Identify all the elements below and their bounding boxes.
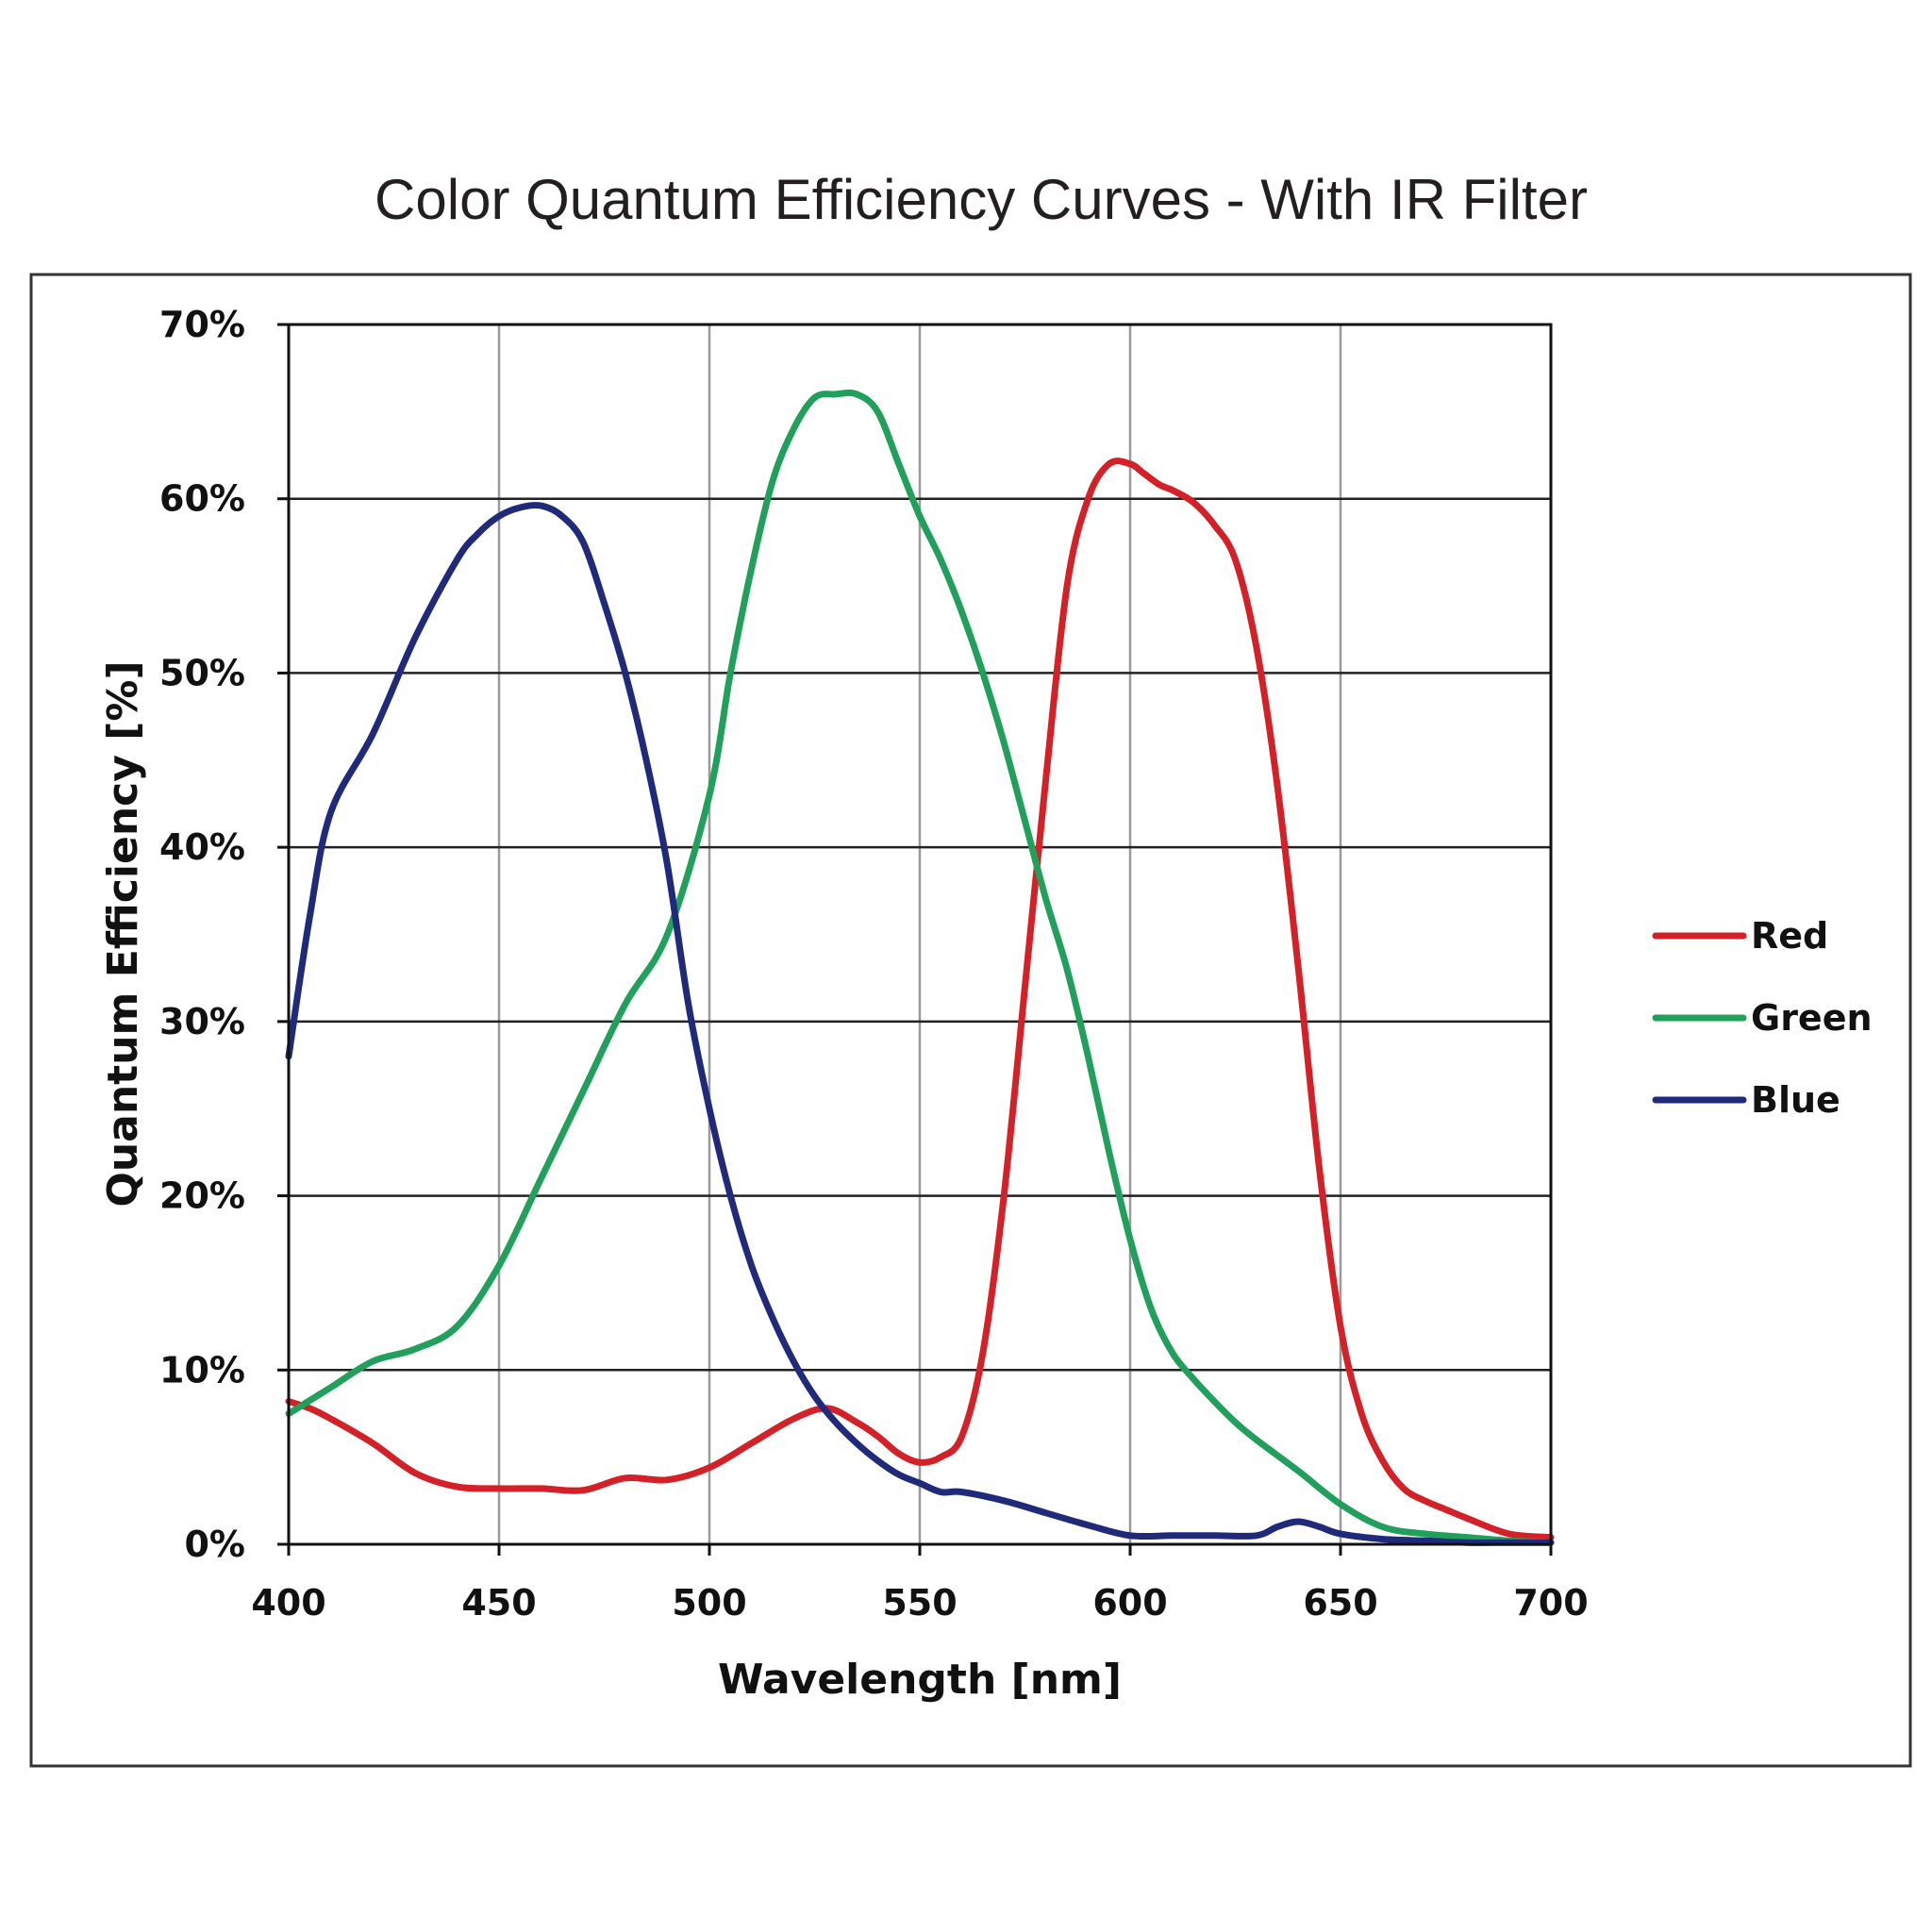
x-tick-label: 600 — [1092, 1582, 1167, 1624]
y-tick-labels: 0% 10% 20% 30% 40% 50% 60% 70% — [159, 304, 245, 1565]
legend-label-blue: Blue — [1751, 1079, 1840, 1121]
x-tick-label: 400 — [251, 1582, 325, 1624]
x-axis-label: Wavelength [nm] — [718, 1656, 1122, 1704]
grid-lines — [277, 323, 1553, 1556]
series-line-blue — [285, 501, 1555, 1546]
series-line-red — [285, 458, 1555, 1541]
y-axis-label: Quantum Efficiency [%] — [99, 660, 147, 1207]
x-tick-label: 450 — [461, 1582, 536, 1624]
y-tick-label: 40% — [159, 826, 245, 868]
y-tick-label: 50% — [159, 652, 245, 693]
y-tick-label: 60% — [159, 478, 245, 520]
y-tick-label: 20% — [159, 1175, 245, 1217]
legend-label-red: Red — [1751, 915, 1828, 957]
y-tick-label: 30% — [159, 1001, 245, 1042]
chart-title: Color Quantum Efficiency Curves - With I… — [375, 168, 1588, 231]
series-lines — [285, 389, 1555, 1546]
x-tick-label: 650 — [1303, 1582, 1377, 1624]
y-tick-label: 10% — [159, 1349, 245, 1391]
chart-frame — [29, 273, 1912, 1768]
x-tick-label: 550 — [882, 1582, 957, 1624]
legend: Red Green Blue — [1652, 915, 1873, 1121]
y-tick-label: 0% — [184, 1524, 245, 1565]
x-tick-label: 700 — [1513, 1582, 1588, 1624]
series-line-green — [285, 389, 1555, 1546]
x-tick-label: 500 — [672, 1582, 746, 1624]
y-tick-label: 70% — [159, 304, 245, 345]
x-tick-labels: 400 450 500 550 600 650 700 — [251, 1582, 1588, 1624]
plot-area-border — [287, 323, 1553, 1546]
legend-label-green: Green — [1751, 997, 1873, 1039]
